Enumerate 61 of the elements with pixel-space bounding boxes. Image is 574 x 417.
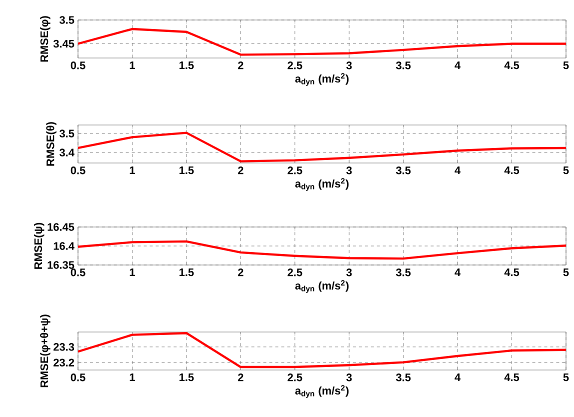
x-tick-label: 1 <box>130 268 135 276</box>
y-axis-title: RMSE(ψ) <box>34 222 44 269</box>
x-tick-label: 3.5 <box>396 374 411 382</box>
x-tick-label: 4.5 <box>504 268 520 276</box>
y-axis-title: RMSE(φ) <box>40 16 50 62</box>
x-tick-label: 3.5 <box>396 268 411 276</box>
x-tick-label: 1.5 <box>180 268 194 276</box>
x-tick-label: 3 <box>346 268 352 276</box>
x-tick-label: 4.5 <box>504 166 520 174</box>
y-tick-label: 3.5 <box>60 16 74 24</box>
y-tick-label: 3.45 <box>53 40 74 48</box>
x-axis-title: a$_{dyn}$ (m/s$^{2}$) <box>295 178 349 191</box>
y-tick-label: 23.3 <box>54 343 74 351</box>
x-tick-label: 3.5 <box>396 166 411 174</box>
x-tick-label: 3.5 <box>396 62 411 70</box>
y-tick-label: 3.4 <box>60 148 74 156</box>
x-tick-label: 1.5 <box>180 166 194 174</box>
line-series <box>78 332 566 368</box>
y-tick-label: 16.4 <box>54 242 74 250</box>
x-tick-label: 4 <box>454 374 461 382</box>
x-axis-title: a$_{dyn}$ (m/s$^{2}$) <box>295 280 349 293</box>
x-tick-label: 2 <box>238 268 244 276</box>
x-axis-title: a$_{dyn}$ (m/s$^{2}$) <box>295 385 349 398</box>
x-tick-label: 1.5 <box>180 62 194 70</box>
x-tick-label: 3 <box>346 374 352 382</box>
line-series <box>78 240 566 260</box>
x-tick-label: 1.5 <box>180 374 194 382</box>
x-tick-label: 4.5 <box>504 374 520 382</box>
x-tick-label: 1 <box>130 374 135 382</box>
x-tick-label: 2 <box>238 166 244 174</box>
x-tick-label: 2.5 <box>288 268 302 276</box>
y-axis-title: RMSE(φ+θ+ψ) <box>40 314 50 388</box>
x-tick-label: 0.5 <box>70 374 86 382</box>
line-series <box>78 28 566 56</box>
y-tick-label: 3.5 <box>60 130 74 138</box>
x-tick-label: 2 <box>238 62 244 70</box>
y-tick-label: 16.35 <box>48 261 74 269</box>
x-tick-label: 2.5 <box>288 374 302 382</box>
x-tick-label: 0.5 <box>70 62 86 70</box>
x-tick-label: 5 <box>563 374 569 382</box>
x-tick-label: 4.5 <box>504 62 520 70</box>
x-tick-label: 0.5 <box>70 166 86 174</box>
x-tick-label: 3 <box>346 62 352 70</box>
x-axis-title: a$_{dyn}$ (m/s$^{2}$) <box>295 73 349 86</box>
x-tick-label: 3 <box>346 166 352 174</box>
x-tick-label: 4 <box>454 62 461 70</box>
x-tick-label: 5 <box>563 268 569 276</box>
y-tick-label: 23.2 <box>54 358 74 367</box>
x-tick-label: 1 <box>130 62 135 70</box>
y-axis-title: RMSE(θ) <box>46 122 56 166</box>
x-tick-label: 4 <box>454 166 461 174</box>
x-tick-label: 1 <box>130 166 135 174</box>
x-tick-label: 0.5 <box>70 268 86 276</box>
line-series <box>78 132 566 162</box>
x-tick-label: 5 <box>563 166 569 174</box>
x-tick-label: 4 <box>454 268 461 276</box>
x-tick-label: 2.5 <box>288 62 302 70</box>
x-tick-label: 2 <box>238 374 244 382</box>
x-tick-label: 2.5 <box>288 166 302 174</box>
x-tick-label: 5 <box>563 62 569 70</box>
y-tick-label: 16.45 <box>48 223 74 231</box>
